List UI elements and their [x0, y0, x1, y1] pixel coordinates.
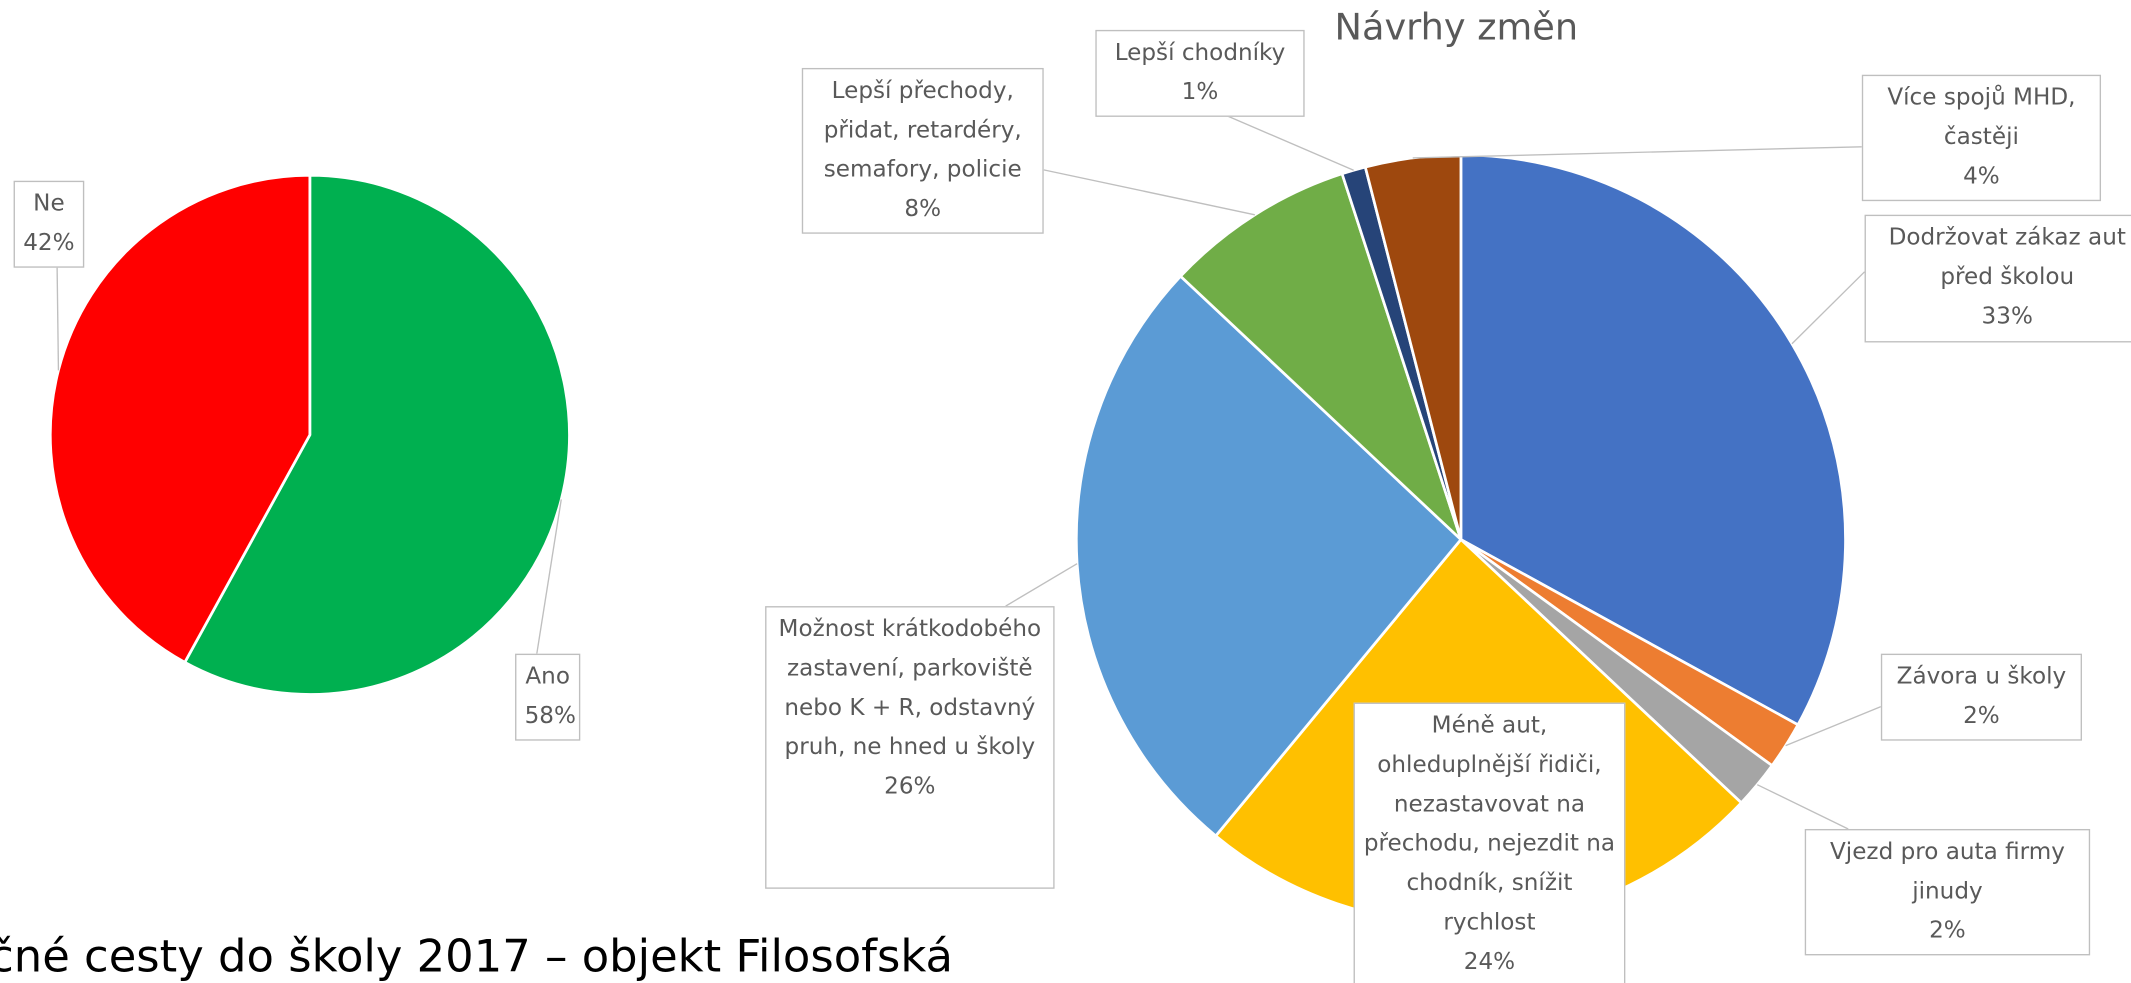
category-label: Ne [33, 190, 65, 218]
pie-slice [1363, 153, 1463, 540]
data-label: Závora u školy 2% [1880, 653, 2082, 741]
value-label: 1% [1181, 78, 1219, 107]
value-label: 4% [1963, 163, 2000, 191]
data-label: Více spojů MHD, častěji 4% [1861, 74, 2102, 202]
category-label: Možnost krátkodobého zastavení, parkoviš… [778, 615, 1042, 762]
pie-slice [48, 173, 312, 665]
category-label: Méně aut, ohleduplnější řidiči, nezastav… [1363, 712, 1616, 937]
pie-slice [1074, 274, 1463, 838]
value-label: 2% [1929, 917, 1966, 945]
value-label: 42% [23, 229, 75, 257]
category-label: Ano [525, 663, 570, 691]
pie-slice [1459, 153, 1847, 727]
data-label: Vjezd pro auta firmy jinudy 2% [1804, 828, 2091, 956]
data-label: Dodržovat zákaz aut před školou 33% [1864, 214, 2131, 343]
category-label: Více spojů MHD, častěji [1887, 84, 2076, 151]
category-label: Lepší chodníky [1114, 39, 1286, 67]
value-label: 58% [524, 702, 576, 730]
category-label: Vjezd pro auta firmy jinudy [1829, 838, 2065, 906]
value-label: 33% [1981, 303, 2033, 331]
data-label: Lepší chodníky 1% [1095, 29, 1305, 117]
data-label: Méně aut, ohleduplnější řidiči, nezastav… [1353, 702, 1626, 983]
value-label: 8% [904, 195, 942, 223]
leader-line [1756, 784, 1849, 830]
value-label: 24% [1463, 948, 1516, 976]
data-label: Lepší přechody, přidat, retardéry, semaf… [801, 67, 1044, 234]
category-label: Závora u školy [1896, 663, 2067, 691]
leader-line [536, 499, 562, 654]
chart-title: Návrhy změn [1334, 6, 1579, 49]
data-label: Ne 42% [13, 180, 85, 268]
leader-line [1005, 563, 1078, 607]
leader-line [1222, 113, 1354, 171]
pie-slice [182, 173, 571, 696]
slide-title: čné cesty do školy 2017 – objekt Filosof… [0, 929, 953, 983]
value-label: 2% [1963, 702, 2000, 730]
data-label: Ano 58% [515, 653, 581, 741]
data-label: Možnost krátkodobého zastavení, parkoviš… [765, 606, 1055, 889]
value-label: 26% [884, 773, 936, 801]
leader-line [1791, 271, 1866, 345]
category-label: Dodržovat zákaz aut před školou [1888, 224, 2126, 291]
leader-line [1412, 146, 1862, 159]
leader-line [1785, 706, 1882, 747]
leader-line [56, 264, 60, 371]
category-label: Lepší přechody, přidat, retardéry, semaf… [823, 77, 1022, 184]
leader-line [1043, 169, 1255, 216]
